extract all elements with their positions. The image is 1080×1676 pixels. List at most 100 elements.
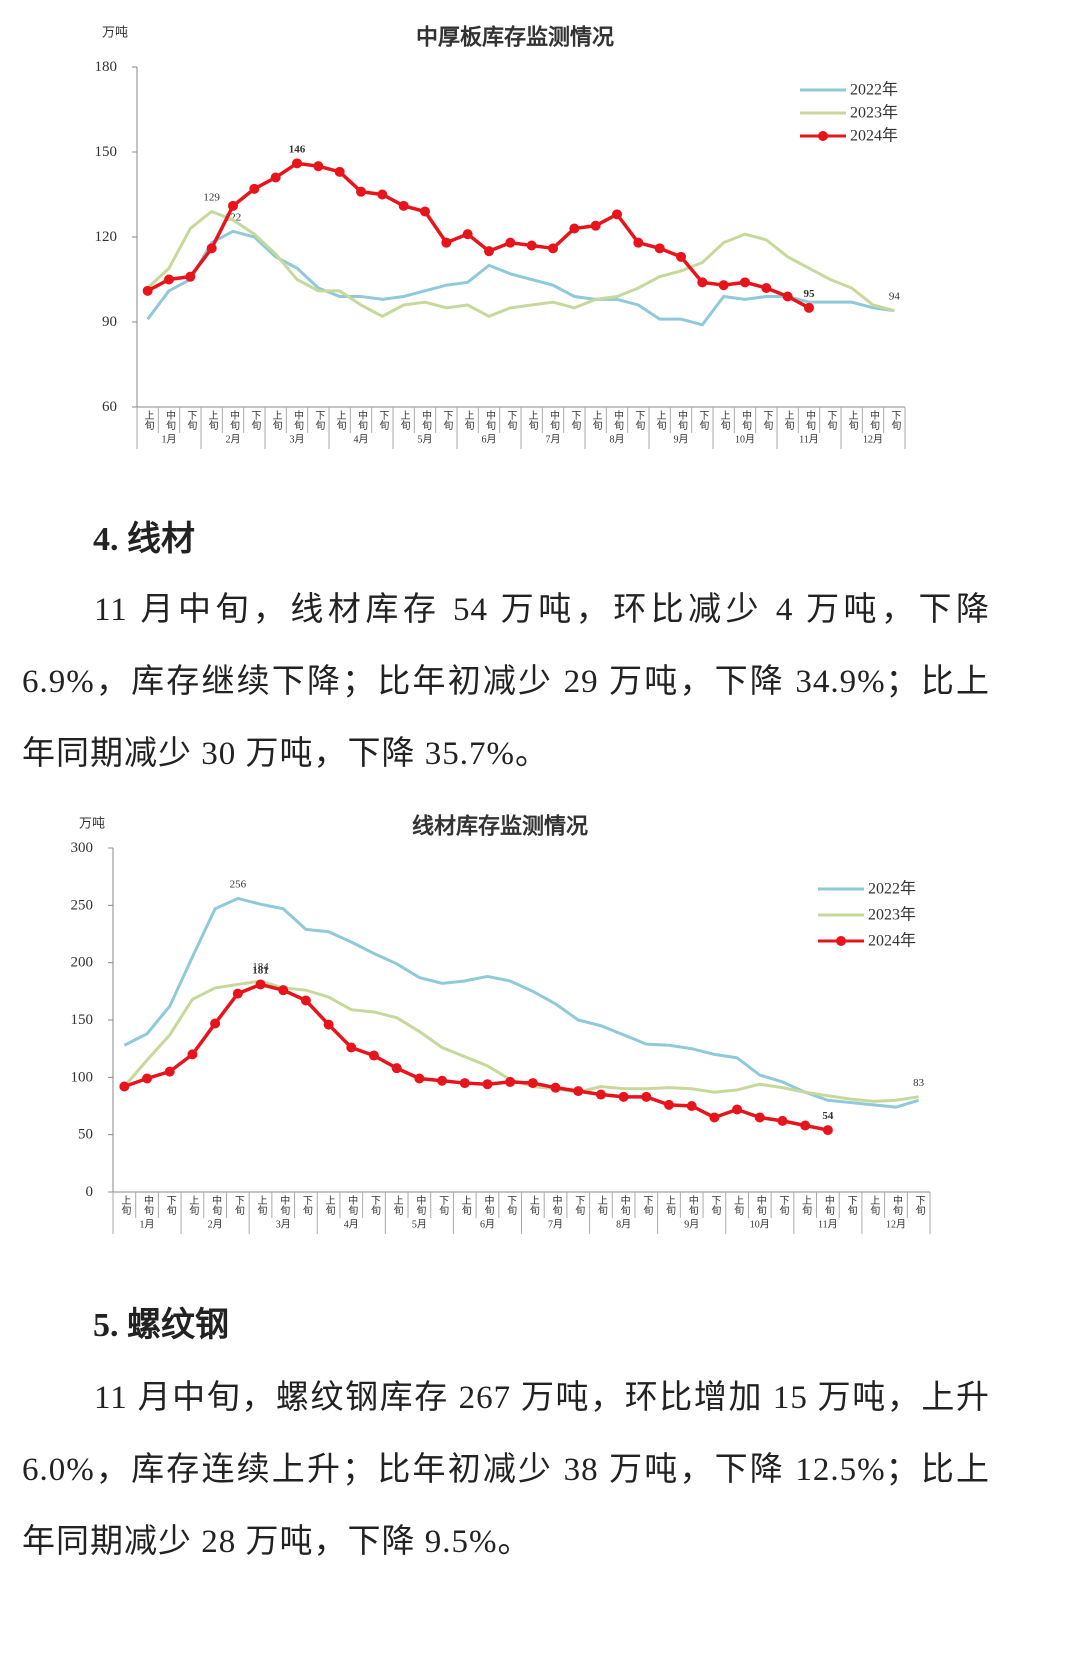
data-marker	[206, 243, 217, 254]
data-marker	[119, 1081, 130, 1092]
x-group-label: 11月	[818, 1219, 838, 1231]
x-group-label: 6月	[480, 1219, 495, 1231]
legend-label: 2022年	[868, 880, 916, 898]
y-tick-label: 120	[95, 229, 118, 245]
legend-label: 2023年	[850, 104, 898, 122]
data-marker	[462, 229, 473, 240]
x-tick-label: 上旬	[732, 1195, 744, 1216]
x-tick-label: 上旬	[800, 1195, 812, 1216]
data-marker	[697, 277, 708, 288]
x-group-label: 4月	[344, 1219, 359, 1231]
data-marker	[732, 1104, 743, 1115]
x-tick-label: 下旬	[300, 1195, 312, 1216]
data-marker	[164, 1066, 175, 1077]
x-tick-label: 上旬	[187, 1195, 199, 1216]
x-tick-label: 上旬	[270, 410, 282, 431]
x-tick-label: 下旬	[709, 1195, 721, 1216]
x-tick-label: 中旬	[822, 1194, 834, 1216]
data-label: 54	[822, 1110, 834, 1122]
y-tick-label: 90	[102, 314, 117, 330]
y-unit: 万吨	[102, 25, 128, 40]
x-tick-label: 下旬	[249, 410, 261, 431]
x-group-label: 10月	[750, 1219, 770, 1231]
x-tick-label: 下旬	[441, 410, 453, 431]
x-group-label: 8月	[616, 1219, 631, 1231]
data-marker	[777, 1115, 788, 1126]
x-tick-label: 下旬	[569, 410, 581, 431]
y-tick-label: 300	[71, 840, 94, 856]
x-tick-label: 中旬	[346, 1194, 358, 1216]
data-line	[123, 982, 829, 1132]
data-marker	[800, 1120, 811, 1131]
data-line	[123, 896, 920, 1109]
y-tick-label: 60	[102, 399, 117, 415]
data-marker	[356, 186, 366, 197]
data-marker	[548, 243, 558, 254]
section-heading: 4. 线材	[93, 521, 195, 558]
x-group-label: 9月	[684, 1219, 699, 1231]
x-tick-label: 中旬	[142, 1194, 154, 1216]
x-group-label: 12月	[863, 434, 883, 446]
data-marker	[822, 1125, 833, 1136]
x-tick-label: 上旬	[323, 1195, 335, 1216]
x-tick-label: 上旬	[119, 1195, 131, 1216]
x-group-label: 1月	[140, 1219, 155, 1231]
x-tick-label: 中旬	[228, 409, 240, 431]
chart-title: 中厚板库存监测情况	[416, 25, 614, 50]
data-marker	[569, 223, 580, 234]
data-marker	[526, 240, 537, 251]
data-marker	[414, 1073, 425, 1084]
data-line	[146, 229, 895, 327]
x-group-label: 3月	[290, 434, 305, 446]
x-tick-label: 下旬	[633, 410, 645, 431]
x-tick-label: 上旬	[391, 1195, 403, 1216]
x-tick-label: 中旬	[484, 409, 496, 431]
x-tick-label: 下旬	[368, 1195, 380, 1216]
data-marker	[709, 1112, 720, 1123]
legend-label: 2024年	[868, 932, 916, 950]
y-tick-label: 100	[71, 1069, 94, 1085]
x-tick-label: 下旬	[232, 1195, 244, 1216]
data-marker	[595, 1089, 606, 1100]
x-group-label: 9月	[674, 434, 689, 446]
x-tick-label: 下旬	[761, 410, 773, 431]
x-group-label: 1月	[162, 434, 177, 446]
x-group-label: 3月	[276, 1219, 291, 1231]
data-marker	[550, 1082, 561, 1093]
x-tick-label: 下旬	[573, 1195, 585, 1216]
x-group-label: 6月	[482, 434, 497, 446]
data-marker	[334, 166, 345, 177]
x-tick-label: 下旬	[845, 1195, 857, 1216]
x-tick-label: 上旬	[142, 410, 154, 431]
x-tick-label: 中旬	[890, 1194, 902, 1216]
x-tick-label: 上旬	[462, 410, 474, 431]
x-group-label: 10月	[735, 434, 755, 446]
data-marker	[782, 291, 793, 302]
data-marker	[313, 161, 324, 172]
data-marker	[527, 1078, 538, 1089]
data-marker	[210, 1018, 221, 1029]
x-group-label: 2月	[208, 1219, 223, 1231]
chart-title: 线材库存监测情况	[412, 814, 588, 839]
x-tick-label: 中旬	[278, 1194, 290, 1216]
data-marker	[249, 183, 260, 194]
x-tick-label: 中旬	[618, 1194, 630, 1216]
data-marker	[641, 1091, 652, 1102]
data-marker	[323, 1019, 334, 1030]
x-tick-label: 上旬	[595, 1195, 607, 1216]
data-marker	[255, 979, 266, 990]
data-marker	[590, 220, 601, 231]
x-tick-label: 上旬	[782, 410, 794, 431]
x-group-label: 5月	[418, 434, 433, 446]
x-group-label: 2月	[226, 434, 241, 446]
data-label: 184	[252, 961, 269, 973]
data-marker	[228, 200, 238, 211]
x-tick-label: 下旬	[889, 410, 901, 431]
data-label: 94	[889, 291, 901, 303]
data-marker	[612, 209, 622, 220]
data-marker	[391, 1063, 402, 1074]
data-marker	[573, 1086, 584, 1097]
x-tick-label: 中旬	[868, 409, 880, 431]
x-group-label: 12月	[886, 1219, 906, 1231]
